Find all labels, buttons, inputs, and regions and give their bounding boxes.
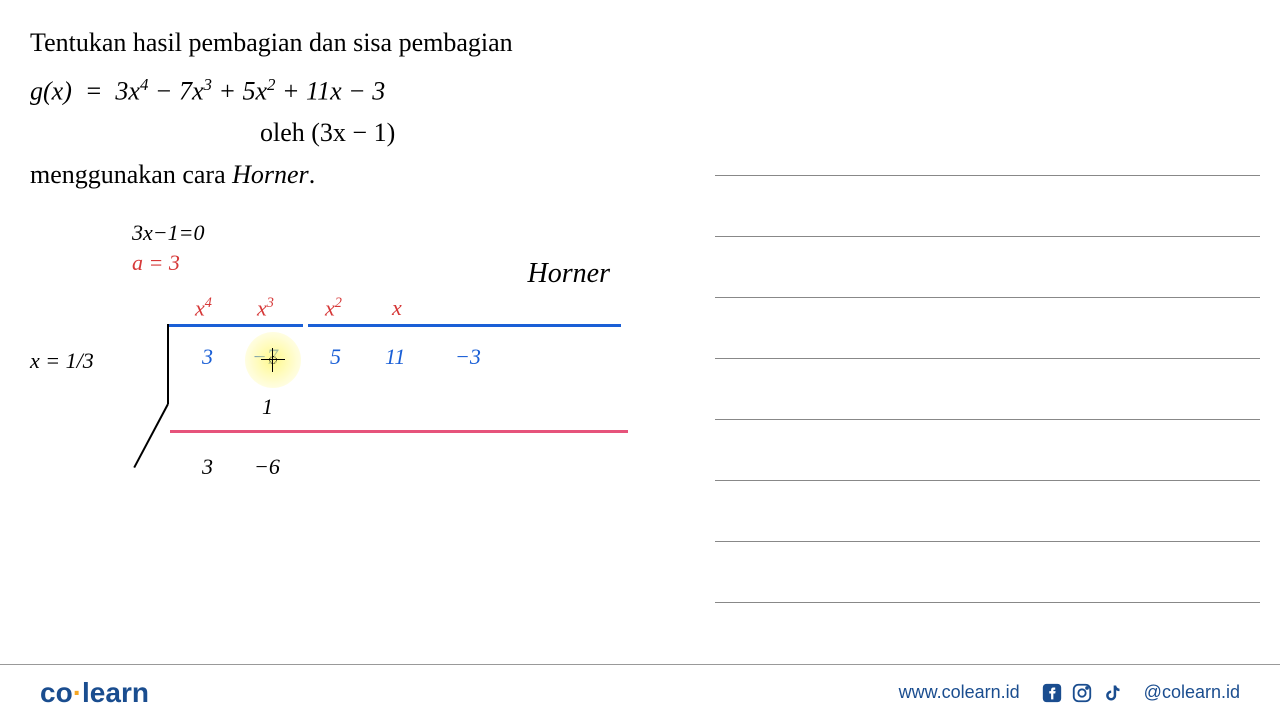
social-icons bbox=[1040, 681, 1124, 705]
r1c1: 3 bbox=[202, 344, 213, 370]
ruled-line bbox=[715, 419, 1260, 420]
equation: g(x) = 3x4 − 7x3 + 5x2 + 11x − 3 bbox=[30, 75, 1250, 107]
cursor-center bbox=[269, 356, 277, 364]
bracket-vertical bbox=[167, 324, 169, 404]
a-eq: a = 3 bbox=[132, 250, 180, 276]
result-2: −6 bbox=[254, 454, 280, 480]
equation-lhs: g(x) bbox=[30, 76, 72, 105]
r1c4: 11 bbox=[385, 344, 405, 370]
r1c3: 5 bbox=[330, 344, 341, 370]
ruled-line bbox=[715, 175, 1260, 176]
header-x1: x bbox=[392, 295, 402, 321]
header-x4: x4 bbox=[195, 295, 212, 321]
footer-right: www.colearn.id @colearn.id bbox=[899, 681, 1240, 705]
facebook-icon bbox=[1040, 681, 1064, 705]
logo: co·learn bbox=[40, 677, 149, 709]
ruled-line bbox=[715, 297, 1260, 298]
header-x2: x2 bbox=[325, 295, 342, 321]
x-eq: x = 1/3 bbox=[30, 348, 94, 374]
pink-line bbox=[170, 430, 628, 433]
footer: co·learn www.colearn.id @colearn.id bbox=[0, 664, 1280, 720]
social-handle: @colearn.id bbox=[1144, 682, 1240, 703]
down-1: 1 bbox=[262, 394, 273, 420]
website-url: www.colearn.id bbox=[899, 682, 1020, 703]
blue-line-1 bbox=[168, 324, 303, 327]
ruled-lines bbox=[715, 175, 1260, 663]
divisor: oleh (3x − 1) bbox=[260, 118, 1250, 148]
instagram-icon bbox=[1070, 681, 1094, 705]
result-1: 3 bbox=[202, 454, 213, 480]
ruled-line bbox=[715, 358, 1260, 359]
ruled-line bbox=[715, 602, 1260, 603]
r1c5: −3 bbox=[455, 344, 481, 370]
problem-line1: Tentukan hasil pembagian dan sisa pembag… bbox=[30, 20, 1250, 67]
header-x3: x3 bbox=[257, 295, 274, 321]
highlight-circle bbox=[245, 332, 301, 388]
horner-title: Horner bbox=[528, 258, 610, 290]
horner-diagram: 3x−1=0 a = 3 x = 1/3 Horner x4 x3 x2 x 3… bbox=[30, 220, 650, 500]
ruled-line bbox=[715, 541, 1260, 542]
ruled-line bbox=[715, 236, 1260, 237]
ruled-line bbox=[715, 480, 1260, 481]
tiktok-icon bbox=[1100, 681, 1124, 705]
blue-line-2 bbox=[308, 324, 621, 327]
eq-zero: 3x−1=0 bbox=[132, 220, 204, 246]
bracket-diagonal bbox=[133, 404, 169, 469]
